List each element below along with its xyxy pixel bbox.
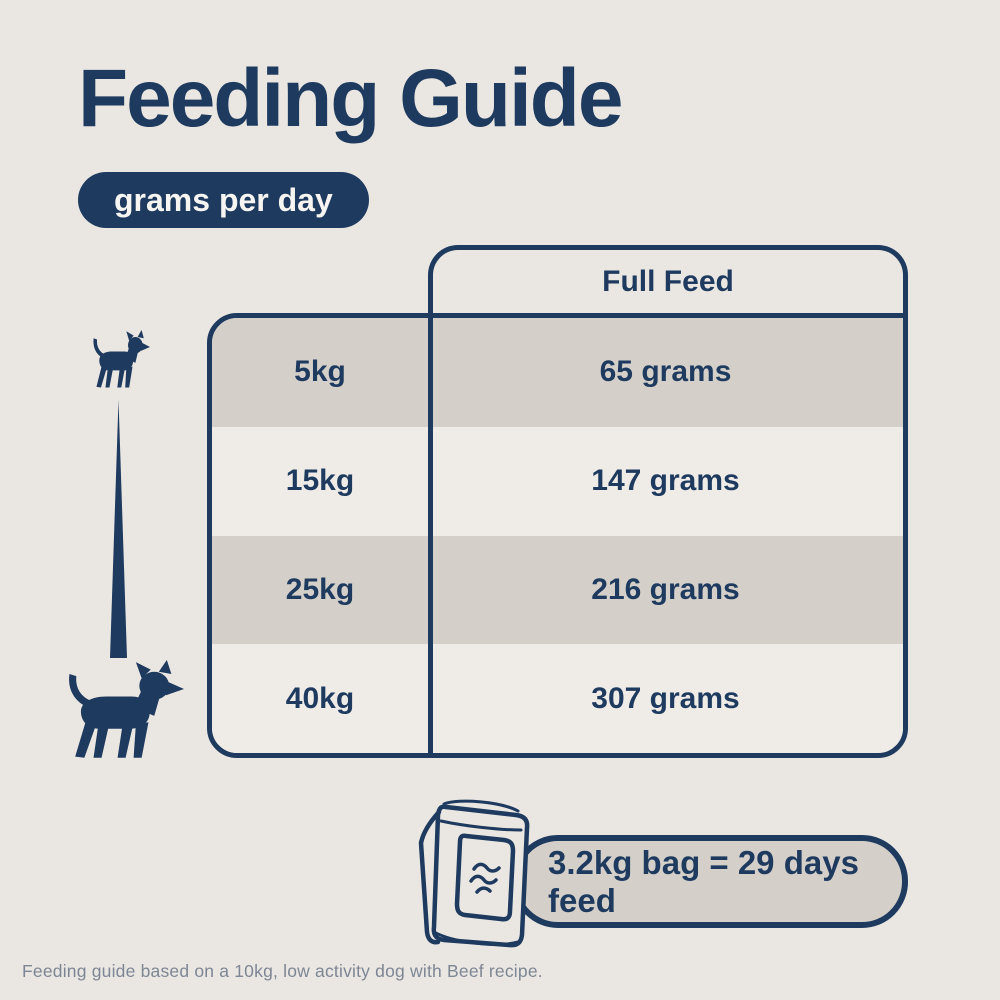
page-title: Feeding Guide [78,53,623,144]
amount-cell: 65 grams [599,355,732,389]
bag-feed-callout: 3.2kg bag = 29 days feed [512,835,908,928]
feeding-table: 5kg 65 grams 15kg 147 grams 25kg 216 gra… [207,313,908,758]
amount-cell: 216 grams [591,572,740,606]
table-row: 25kg 216 grams [212,535,903,645]
large-dog-icon [69,660,184,758]
weight-cell: 25kg [285,572,355,606]
footnote: Feeding guide based on a 10kg, low activ… [22,961,543,981]
amount-cell: 147 grams [591,464,740,498]
weight-cell: 40kg [285,681,355,715]
unit-badge: grams per day [78,172,369,228]
column-divider [428,318,433,753]
small-dog-icon [93,330,150,388]
table-row: 5kg 65 grams [212,318,903,427]
weight-cell: 15kg [285,464,355,498]
weight-cell: 5kg [294,355,346,389]
amount-cell: 307 grams [591,681,740,715]
table-row: 40kg 307 grams [212,644,903,753]
size-scale-taper-icon [110,400,127,658]
food-bag-icon [418,799,530,948]
table-column-header: Full Feed [428,245,908,318]
column-header-label: Full Feed [602,265,734,298]
table-row: 15kg 147 grams [212,426,903,536]
bag-feed-label: 3.2kg bag = 29 days feed [548,843,859,919]
